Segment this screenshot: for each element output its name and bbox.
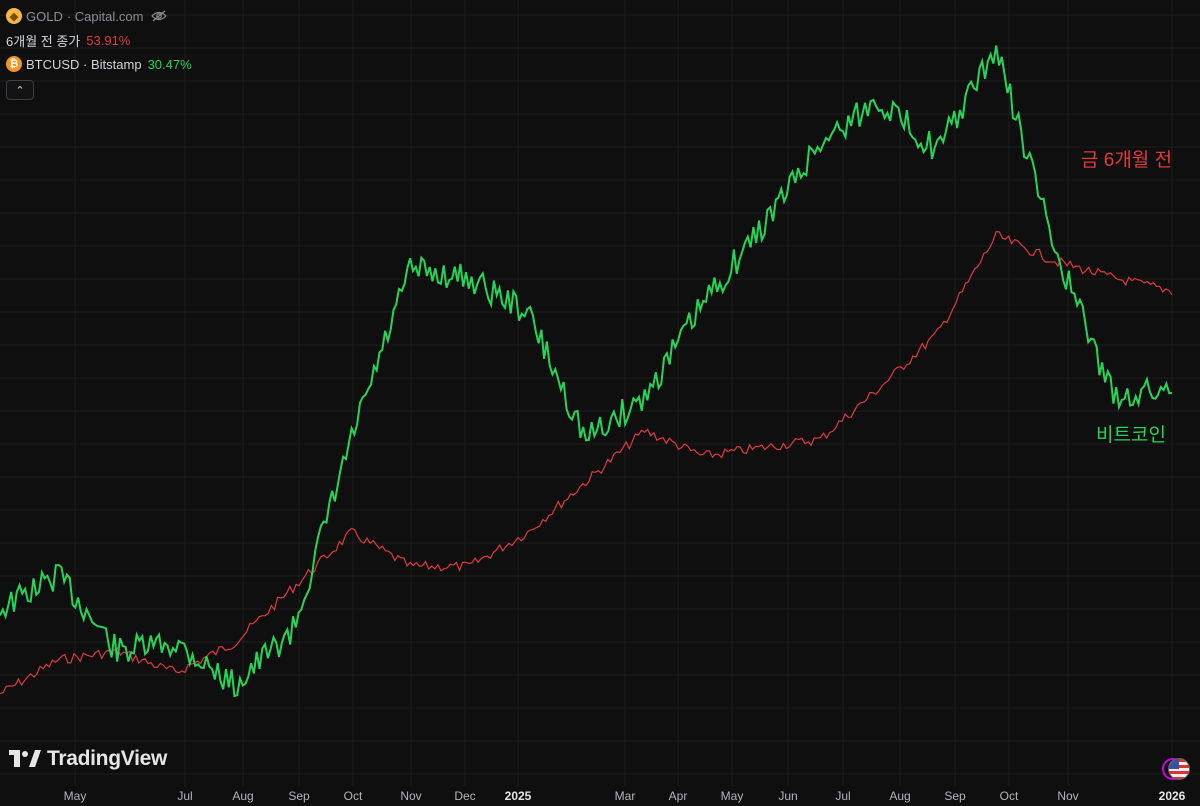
x-tick-label: May [63, 789, 87, 803]
grid [0, 0, 1200, 786]
legend: ◆ GOLD · Capital.com 6개월 전 종가 53.91% ₿ B… [6, 4, 192, 100]
x-tick-label: Nov [400, 789, 422, 803]
x-tick-label: Oct [999, 789, 1019, 803]
tradingview-logo-icon [9, 750, 41, 767]
eye-hidden-icon[interactable] [151, 10, 168, 22]
x-tick-label: Dec [454, 789, 476, 803]
chevron-up-icon: ⌃ [15, 84, 25, 97]
x-tick-label: Jul [835, 789, 851, 803]
tradingview-logo[interactable]: TradingView [9, 747, 167, 771]
x-tick-label: Sep [944, 789, 966, 803]
x-tick-label: 2026 [1158, 789, 1186, 803]
legend-row-gold-label[interactable]: 6개월 전 종가 53.91% [6, 28, 192, 52]
x-tick-label: Jul [177, 789, 193, 803]
collapse-legend-button[interactable]: ⌃ [6, 80, 34, 100]
gold-value: 53.91% [86, 32, 131, 48]
x-tick-label: May [720, 789, 744, 803]
x-tick-label: Oct [343, 789, 363, 803]
chart-area[interactable] [0, 0, 1200, 786]
gold-icon: ◆ [6, 8, 22, 24]
watermark-text: TradingView [47, 747, 168, 770]
x-tick-label: Sep [288, 789, 310, 803]
us-flag-icon[interactable] [1168, 758, 1190, 780]
gold-series-line [0, 230, 1173, 695]
gold-source: · Capital.com [66, 8, 144, 24]
x-tick-label: 2025 [504, 789, 532, 803]
x-tick-label: Jun [778, 789, 798, 803]
x-axis: May Jul Aug Sep Oct Nov Dec 2025 Mar Apr May Jun Jul… [0, 786, 1200, 806]
btc-annotation: 비트코인 [1096, 425, 1166, 446]
legend-row-gold[interactable]: ◆ GOLD · Capital.com [6, 4, 192, 28]
x-tick-label: Nov [1057, 789, 1079, 803]
gold-name: GOLD [26, 8, 63, 24]
btc-series-line [0, 45, 1173, 698]
gold-label: 6개월 전 종가 [6, 33, 81, 49]
gold-annotation: 금 6개월 전 [1081, 150, 1173, 171]
bitcoin-icon: ₿ [6, 56, 22, 72]
btc-name: BTCUSD · Bitstamp [26, 56, 142, 72]
x-tick-label: Mar [614, 789, 636, 803]
btc-value: 30.47% [147, 56, 192, 72]
x-tick-label: Aug [232, 789, 254, 803]
legend-row-btc[interactable]: ₿ BTCUSD · Bitstamp 30.47% [6, 52, 192, 76]
x-tick-label: Apr [668, 789, 688, 803]
x-tick-label: Aug [889, 789, 911, 803]
